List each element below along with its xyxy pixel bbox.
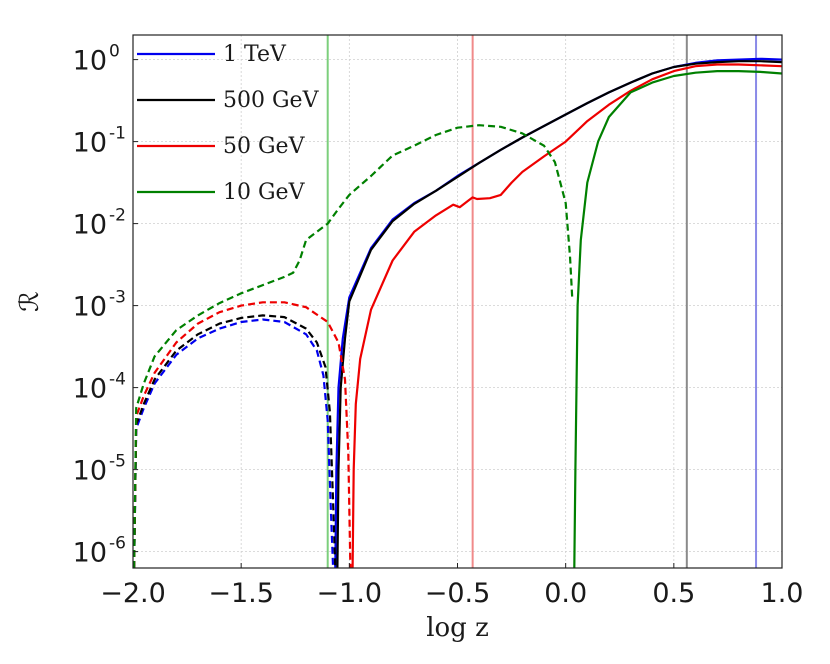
legend: 1 TeV 500 GeV 50 GeV 10 GeV (137, 42, 320, 205)
x-tick-label: 0.0 (544, 578, 587, 609)
y-tick-exponent: -3 (109, 288, 126, 308)
y-tick-label: 10 (73, 538, 107, 569)
y-tick-exponent: -1 (109, 124, 126, 144)
series-line-dashed (133, 318, 335, 568)
series-layer (133, 57, 782, 568)
series-line-dashed (133, 314, 337, 568)
reference-lines (326, 35, 758, 568)
y-tick-exponent: -4 (109, 370, 126, 390)
y-tick-exponent: -6 (109, 534, 126, 554)
legend-label: 50 GeV (223, 134, 306, 159)
x-tick-label: −0.5 (425, 578, 491, 609)
x-tick-label: 1.0 (761, 578, 804, 609)
y-tick-label: 10 (73, 292, 107, 323)
y-tick-label: 10 (73, 374, 107, 405)
series-line-solid (336, 60, 782, 568)
series-line-solid (573, 70, 782, 568)
y-tick-label: 10 (73, 210, 107, 241)
legend-label: 500 GeV (223, 88, 320, 113)
x-axis-label: log z (426, 613, 489, 643)
y-tick-label: 10 (73, 456, 107, 487)
y-axis-label: ℛ (15, 291, 45, 312)
y-tick-exponent: -5 (109, 452, 126, 472)
y-tick-label: 10 (73, 128, 107, 159)
x-tick-label: 0.5 (652, 578, 695, 609)
y-tick-exponent: 0 (109, 42, 120, 62)
y-tick-exponent: -2 (109, 206, 126, 226)
series-line-dashed (133, 301, 352, 568)
legend-label: 1 TeV (223, 42, 287, 67)
series-line-solid (351, 63, 782, 568)
x-tick-label: −2.0 (100, 578, 166, 609)
legend-label: 10 GeV (223, 180, 306, 205)
x-tick-label: −1.0 (317, 578, 383, 609)
series-line-dashed (133, 124, 574, 568)
y-tick-label: 10 (73, 46, 107, 77)
x-tick-label: −1.5 (208, 578, 274, 609)
